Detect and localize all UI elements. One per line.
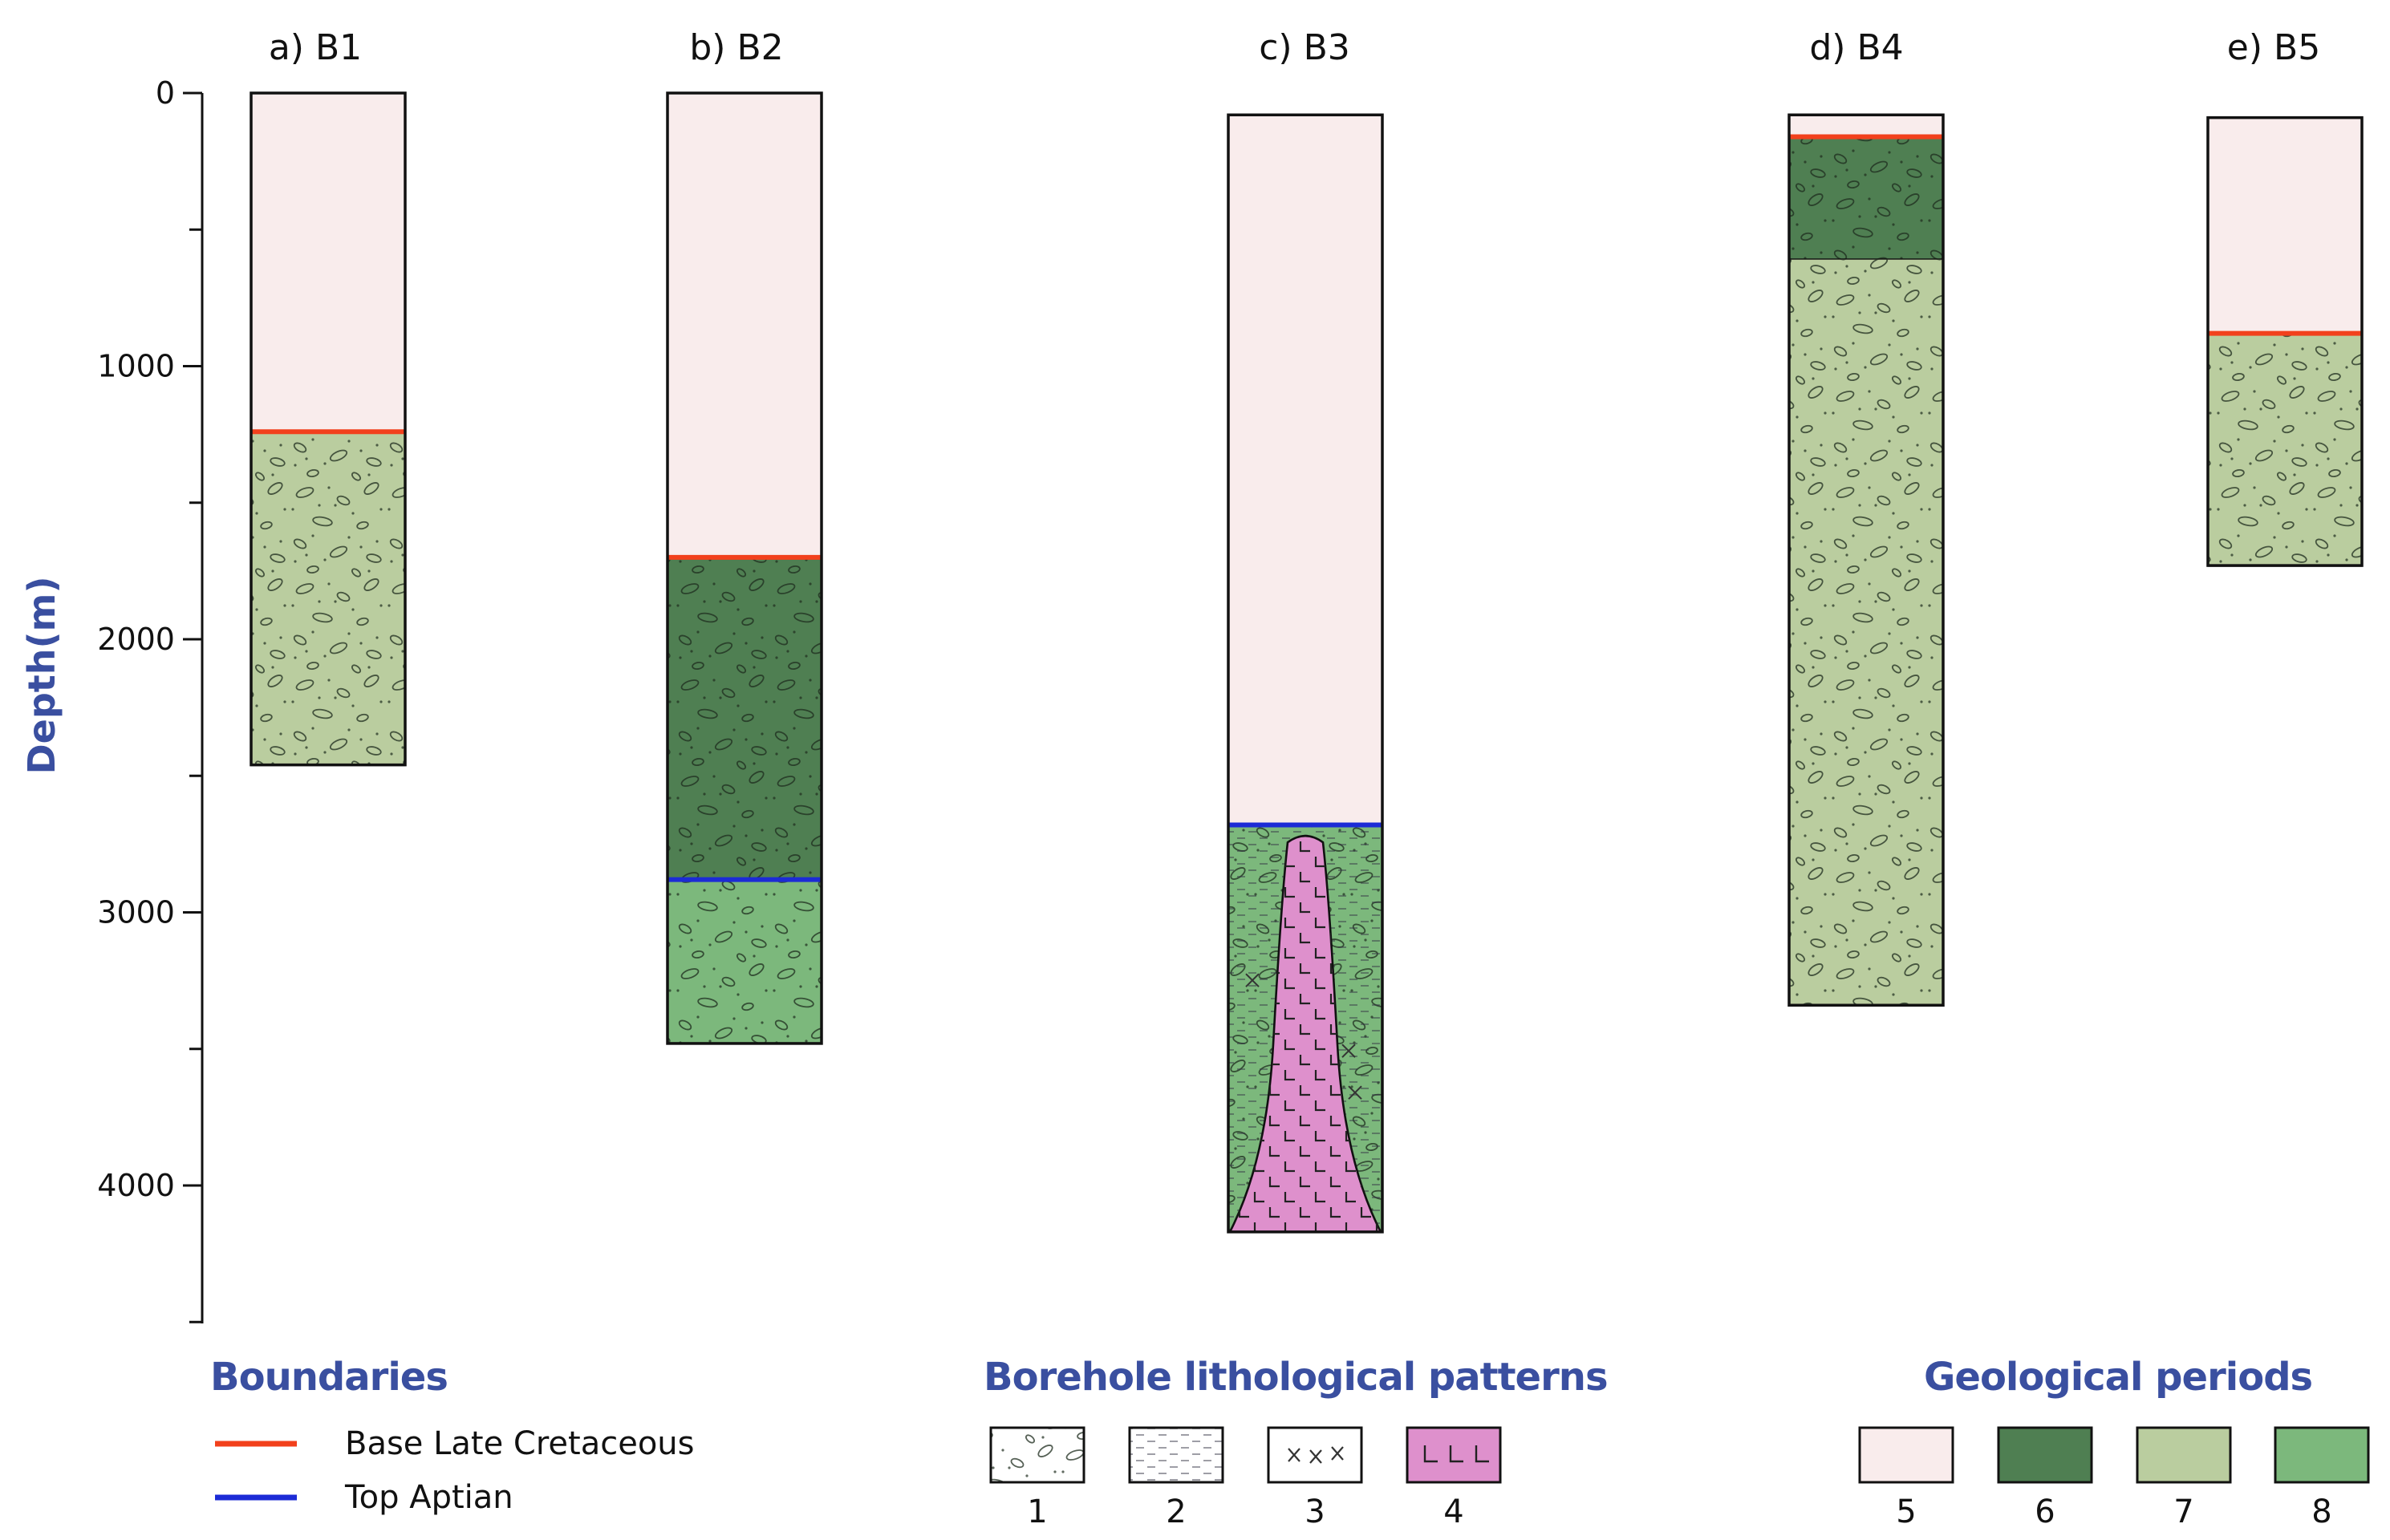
depth-tick-label: 1000 xyxy=(97,349,175,384)
borehole-columns xyxy=(250,91,2364,1234)
borehole-outline xyxy=(2206,116,2364,567)
legend-periods-title: Geological periods xyxy=(1924,1355,2312,1400)
borehole-unit-pebble-pattern xyxy=(1789,259,1943,1006)
borehole-unit-period-5 xyxy=(1228,115,1382,825)
depth-tick-label: 0 xyxy=(156,75,175,111)
borehole-outline xyxy=(250,91,407,767)
borehole-column-b1 xyxy=(250,91,407,767)
legend-pattern-num-1: 1 xyxy=(1027,1493,1047,1530)
legend-pattern-num-4: 4 xyxy=(1443,1493,1463,1530)
depth-axis-title: Depth(m) xyxy=(20,576,63,774)
borehole-unit-pebble-pattern xyxy=(1789,136,1943,260)
borehole-title-b4: d) B4 xyxy=(1809,27,1903,68)
cross-mark xyxy=(1348,1085,1362,1100)
depth-tick-label: 2000 xyxy=(97,622,175,657)
borehole-outline xyxy=(1227,113,1384,1234)
borehole-unit-pebble-pattern xyxy=(667,557,822,880)
borehole-unit-period-5 xyxy=(667,93,822,557)
borehole-title-b3: c) B3 xyxy=(1259,27,1350,68)
legend-swatch-period-5 xyxy=(1858,1426,1954,1484)
legend-swatch-period-6 xyxy=(1997,1426,2093,1484)
borehole-column-b2 xyxy=(666,91,823,1045)
legend-patterns-title: Borehole lithological patterns xyxy=(984,1355,1608,1400)
borehole-outline xyxy=(1787,113,1945,1007)
borehole-unit-pebble-pattern xyxy=(2208,333,2362,566)
legend-period-num-8: 8 xyxy=(2311,1493,2331,1530)
legend-swatch-pattern-1-fill xyxy=(989,1426,1085,1484)
legend-patterns: Borehole lithological patterns 1 2 3 4 xyxy=(984,1355,1609,1530)
depth-axis-ticks: 0 1000 2000 3000 4000 xyxy=(97,75,202,1323)
borehole-title-b5: e) B5 xyxy=(2227,27,2320,68)
legend-label-base-late-cretaceous: Base Late Cretaceous xyxy=(345,1425,695,1462)
legend-swatch-period-7 xyxy=(2136,1426,2232,1484)
legend-pattern-num-2: 2 xyxy=(1166,1493,1186,1530)
borehole-outline xyxy=(666,91,823,1045)
borehole-unit-period-5 xyxy=(2208,117,2362,334)
borehole-unit-period-5 xyxy=(251,93,405,432)
legend-boundaries-title: Boundaries xyxy=(210,1355,448,1400)
depth-tick-label: 3000 xyxy=(97,895,175,930)
legend-swatch-pattern-2-fill xyxy=(1128,1426,1224,1484)
legend-swatch-period-8 xyxy=(2274,1426,2370,1484)
borehole-column-b5 xyxy=(2206,116,2364,567)
borehole-unit-pebble-pattern xyxy=(251,432,405,765)
legend-swatch-pattern-4 xyxy=(1406,1426,1502,1484)
intrusion-body-pattern xyxy=(1230,836,1381,1232)
legend-label-top-aptian: Top Aptian xyxy=(344,1479,513,1516)
legend-swatch-pattern-3-crosses xyxy=(1288,1446,1344,1464)
borehole-column-b4 xyxy=(1787,113,1945,1007)
cross-mark xyxy=(1341,1044,1356,1058)
legend-pattern-num-3: 3 xyxy=(1305,1493,1325,1530)
borehole-column-b3 xyxy=(1227,113,1384,1234)
legend-period-num-5: 5 xyxy=(1896,1493,1916,1530)
borehole-title-b1: a) B1 xyxy=(269,27,362,68)
borehole-unit-period-5 xyxy=(1789,115,1943,137)
legend-boundaries: Boundaries Base Late Cretaceous Top Apti… xyxy=(210,1355,695,1516)
legend-swatch-pattern-4-marks xyxy=(1423,1445,1489,1463)
legend-periods: Geological periods 5 6 7 8 xyxy=(1858,1355,2370,1530)
depth-axis: 0 1000 2000 3000 4000 Depth(m) xyxy=(20,75,204,1323)
borehole-unit-pebble-pattern xyxy=(667,879,822,1044)
borehole-title-b2: b) B2 xyxy=(689,27,783,68)
cross-mark xyxy=(1245,973,1260,987)
legend-period-num-7: 7 xyxy=(2173,1493,2193,1530)
depth-tick-label: 4000 xyxy=(97,1168,175,1203)
legend-period-num-6: 6 xyxy=(2035,1493,2055,1530)
